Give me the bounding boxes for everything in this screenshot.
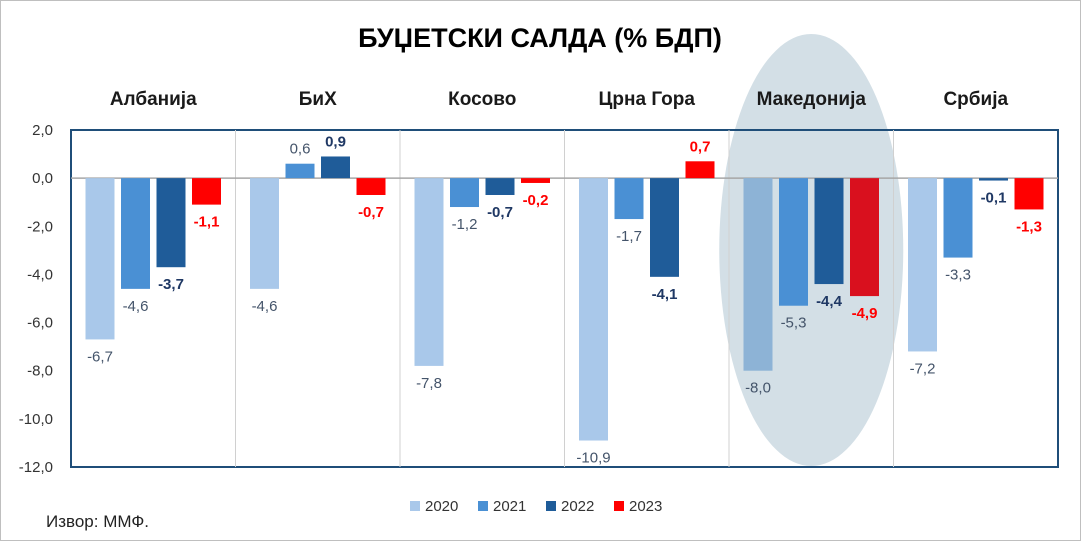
data-label-2022: -0,1 (981, 190, 1007, 207)
bar-2023 (356, 178, 386, 195)
bar-2020 (743, 178, 773, 371)
legend-swatch-2021 (478, 501, 488, 511)
y-tick-label: -4,0 (27, 266, 53, 283)
bar-2021 (943, 178, 973, 258)
data-label-2022: -3,7 (158, 276, 184, 293)
bar-2021 (450, 178, 479, 208)
legend-swatch-2022 (546, 501, 556, 511)
legend-label-2020: 2020 (425, 498, 458, 515)
data-label-2020: -6,7 (87, 348, 113, 365)
category-label: Црна Гора (599, 89, 696, 110)
data-label-2021: -1,2 (452, 216, 478, 233)
y-tick-label: -8,0 (27, 363, 53, 380)
legend-label-2022: 2022 (561, 498, 594, 515)
category-label: Македонија (757, 89, 867, 110)
y-tick-label: 2,0 (32, 122, 53, 139)
bar-2020 (250, 178, 279, 289)
data-label-2020: -7,8 (416, 375, 442, 392)
chart-title: БУЏЕТСКИ САЛДА (% БДП) (358, 23, 722, 53)
category-label: БиХ (299, 89, 337, 110)
legend-label-2023: 2023 (629, 498, 662, 515)
data-label-2020: -4,6 (252, 298, 278, 315)
data-label-2022: -4,1 (652, 286, 678, 303)
data-label-2021: 0,6 (290, 141, 311, 158)
category-label: Косово (448, 89, 516, 110)
bar-2021 (285, 163, 315, 179)
data-label-2023: -4,9 (852, 305, 878, 322)
y-tick-label: 0,0 (32, 170, 53, 187)
bar-2021 (779, 178, 808, 306)
data-label-2021: -5,3 (781, 315, 807, 332)
data-label-2020: -10,9 (576, 450, 610, 467)
data-label-2023: -0,7 (358, 204, 384, 221)
bar-2023 (192, 178, 221, 205)
y-tick-label: -12,0 (19, 459, 53, 476)
source-note: Извор: ММФ. (46, 512, 149, 531)
data-label-2020: -7,2 (910, 360, 936, 377)
y-tick-label: -2,0 (27, 218, 53, 235)
data-label-2022: -0,7 (487, 204, 513, 221)
bar-2022 (814, 178, 844, 285)
bar-2022 (979, 178, 1008, 181)
data-label-2020: -8,0 (745, 380, 771, 397)
bar-2020 (414, 178, 444, 366)
bar-2022 (485, 178, 515, 195)
bar-2023 (521, 178, 550, 183)
data-label-2022: 0,9 (325, 133, 346, 150)
y-tick-label: -6,0 (27, 315, 53, 332)
bar-2021 (121, 178, 150, 289)
data-label-2023: -1,3 (1016, 218, 1042, 235)
data-label-2021: -1,7 (616, 228, 642, 245)
bar-2023 (1014, 178, 1044, 210)
data-label-2023: -0,2 (523, 192, 549, 209)
category-label: Србија (943, 89, 1008, 110)
category-label: Албанија (110, 89, 197, 110)
bar-2020 (85, 178, 115, 340)
bar-2023 (850, 178, 879, 297)
bar-2023 (685, 161, 715, 179)
bar-2020 (579, 178, 608, 441)
data-label-2022: -4,4 (816, 293, 843, 310)
data-label-2023: 0,7 (690, 138, 711, 155)
data-label-2021: -3,3 (945, 267, 971, 284)
bar-2021 (614, 178, 644, 220)
bar-2022 (321, 156, 350, 179)
legend-label-2021: 2021 (493, 498, 526, 515)
data-label-2021: -4,6 (123, 298, 149, 315)
bar-2022 (156, 178, 186, 268)
legend-swatch-2023 (614, 501, 624, 511)
bar-2020 (908, 178, 937, 352)
data-label-2023: -1,1 (194, 214, 220, 231)
y-tick-label: -10,0 (19, 411, 53, 428)
legend-swatch-2020 (410, 501, 420, 511)
bar-2022 (650, 178, 679, 277)
